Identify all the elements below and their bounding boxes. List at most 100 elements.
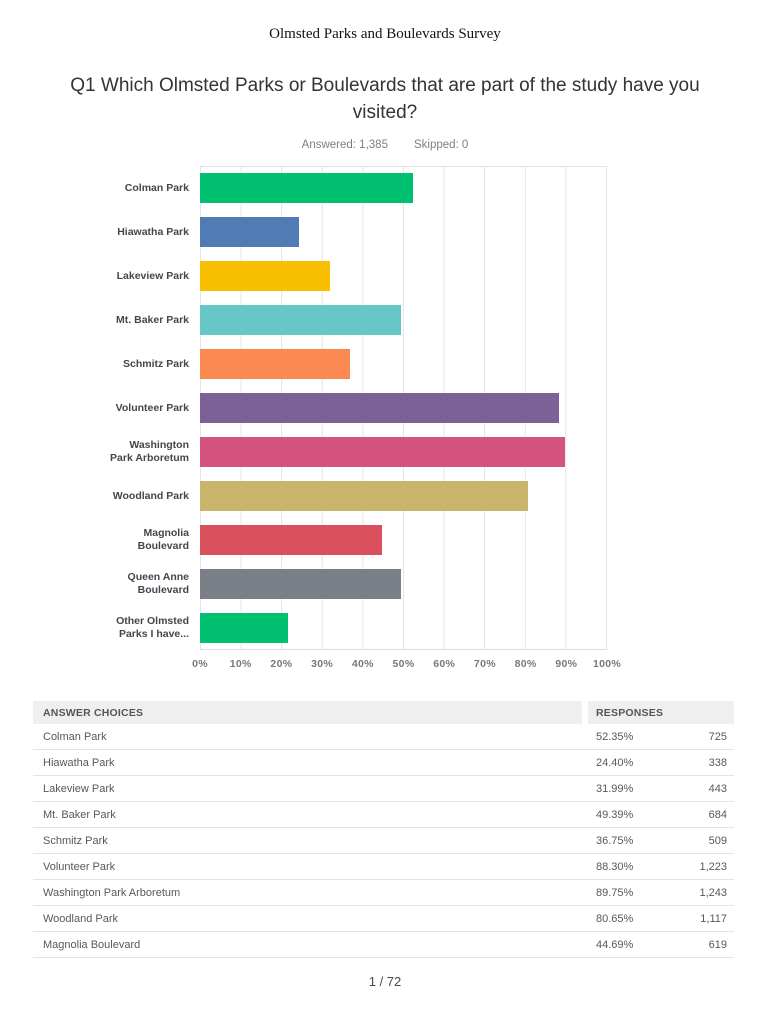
- category-label: Washington Park Arboretum: [110, 439, 189, 464]
- category-label: Other Olmsted Parks I have...: [116, 615, 189, 640]
- response-count-cell: 1,243: [699, 886, 727, 899]
- chart-row: Woodland Park: [0, 474, 630, 518]
- bar-chart: Colman Park Hiawatha Park Lakeview Park Mt.…: [0, 166, 630, 675]
- response-count-cell: 619: [708, 938, 727, 951]
- bar: [200, 525, 382, 555]
- response-count-cell: 338: [708, 756, 727, 769]
- answer-choice-cell: Washington Park Arboretum: [43, 886, 181, 899]
- bar: [200, 261, 331, 291]
- bar-track: [200, 437, 607, 467]
- bar: [200, 393, 560, 423]
- answer-table-header: ANSWER CHOICES RESPONSES: [33, 701, 734, 724]
- response-percent-cell: 24.40%: [596, 756, 634, 769]
- table-row: Colman Park 52.35% 725: [33, 724, 734, 750]
- bar: [200, 173, 414, 203]
- answer-choice-cell: Woodland Park: [43, 912, 119, 925]
- x-tick-label: 80%: [514, 658, 537, 670]
- chart-row: Colman Park: [0, 166, 630, 210]
- x-tick-label: 90%: [555, 658, 578, 670]
- x-tick-label: 40%: [351, 658, 374, 670]
- answer-choice-cell: Volunteer Park: [43, 860, 116, 873]
- response-count-cell: 684: [708, 808, 727, 821]
- table-row: Hiawatha Park 24.40% 338: [33, 750, 734, 776]
- response-percent-cell: 49.39%: [596, 808, 634, 821]
- table-row: Magnolia Boulevard 44.69% 619: [33, 932, 734, 958]
- answer-table: ANSWER CHOICES RESPONSES Colman Park 52.3…: [33, 701, 734, 958]
- category-label: Lakeview Park: [116, 269, 189, 282]
- table-header-responses: RESPONSES: [588, 701, 734, 724]
- bar-track: [200, 481, 607, 511]
- x-tick-label: 60%: [433, 658, 456, 670]
- table-row: Washington Park Arboretum 89.75% 1,243: [33, 880, 734, 906]
- page-number: 1 / 72: [368, 974, 402, 989]
- chart-row: Other Olmsted Parks I have...: [0, 606, 630, 650]
- response-percent-cell: 36.75%: [596, 834, 634, 847]
- response-count-cell: 509: [708, 834, 727, 847]
- chart-row: Washington Park Arboretum: [0, 430, 630, 474]
- bar-track: [200, 525, 607, 555]
- x-tick-label: 50%: [392, 658, 415, 670]
- table-row: Woodland Park 80.65% 1,117: [33, 906, 734, 932]
- chart-rows: Colman Park Hiawatha Park Lakeview Park Mt.…: [0, 166, 630, 650]
- bar: [200, 349, 350, 379]
- bar-track: [200, 217, 607, 247]
- bar-track: [200, 261, 607, 291]
- response-percent-cell: 44.69%: [596, 938, 634, 951]
- chart-row: Hiawatha Park: [0, 210, 630, 254]
- category-label: Colman Park: [124, 181, 189, 194]
- category-label: Hiawatha Park: [117, 225, 189, 238]
- question-title: Q1 Which Olmsted Parks or Boulevards tha…: [70, 75, 700, 123]
- response-percent-cell: 80.65%: [596, 912, 634, 925]
- category-label: Woodland Park: [112, 489, 189, 502]
- chart-plot-area: Colman Park Hiawatha Park Lakeview Park Mt.…: [0, 166, 630, 650]
- response-percent-cell: 31.99%: [596, 782, 634, 795]
- table-row: Volunteer Park 88.30% 1,223: [33, 854, 734, 880]
- chart-row: Lakeview Park: [0, 254, 630, 298]
- category-label: Magnolia Boulevard: [137, 527, 189, 552]
- bar: [200, 305, 402, 335]
- x-tick-label: 0%: [192, 658, 208, 670]
- answer-choice-cell: Schmitz Park: [43, 834, 108, 847]
- table-row: Lakeview Park 31.99% 443: [33, 776, 734, 802]
- bar: [200, 217, 300, 247]
- bar-track: [200, 613, 607, 643]
- response-count-cell: 1,117: [700, 912, 727, 925]
- answer-choice-cell: Mt. Baker Park: [43, 808, 116, 821]
- answered-count: Answered: 1,385: [301, 139, 388, 151]
- chart-row: Magnolia Boulevard: [0, 518, 630, 562]
- x-tick-label: 100%: [592, 658, 622, 670]
- answer-choice-cell: Lakeview Park: [43, 782, 115, 795]
- response-percent-cell: 89.75%: [596, 886, 634, 899]
- bar: [200, 481, 529, 511]
- response-count-cell: 1,223: [699, 860, 727, 873]
- answer-choice-cell: Hiawatha Park: [43, 756, 115, 769]
- category-label: Volunteer Park: [115, 401, 189, 414]
- answer-choice-cell: Colman Park: [43, 730, 107, 743]
- category-label: Mt. Baker Park: [116, 313, 189, 326]
- category-label: Queen Anne Boulevard: [127, 571, 189, 596]
- x-tick-label: 70%: [473, 658, 496, 670]
- bar: [200, 569, 402, 599]
- response-count-cell: 725: [708, 730, 727, 743]
- bar: [200, 613, 288, 643]
- category-label: Schmitz Park: [123, 357, 189, 370]
- response-percent-cell: 88.30%: [596, 860, 634, 873]
- bar-track: [200, 173, 607, 203]
- response-count-cell: 443: [708, 782, 727, 795]
- bar-track: [200, 393, 607, 423]
- answer-table-body: Colman Park 52.35% 725 Hiawatha Park 24.40% 3…: [33, 724, 734, 958]
- bar-track: [200, 569, 607, 599]
- x-axis: 0% 10% 20% 30% 40% 50% 60% 70% 80% 90% 100%: [192, 655, 621, 675]
- chart-row: Queen Anne Boulevard: [0, 562, 630, 606]
- bar-track: [200, 305, 607, 335]
- table-header-answer-choices: ANSWER CHOICES: [33, 701, 582, 724]
- bar-track: [200, 349, 607, 379]
- chart-row: Volunteer Park: [0, 386, 630, 430]
- bar: [200, 437, 566, 467]
- skipped-count: Skipped: 0: [413, 139, 469, 151]
- document-title: Olmsted Parks and Boulevards Survey: [269, 26, 501, 42]
- x-tick-label: 10%: [229, 658, 252, 670]
- response-percent-cell: 52.35%: [596, 730, 634, 743]
- x-tick-label: 30%: [311, 658, 334, 670]
- x-tick-label: 20%: [270, 658, 293, 670]
